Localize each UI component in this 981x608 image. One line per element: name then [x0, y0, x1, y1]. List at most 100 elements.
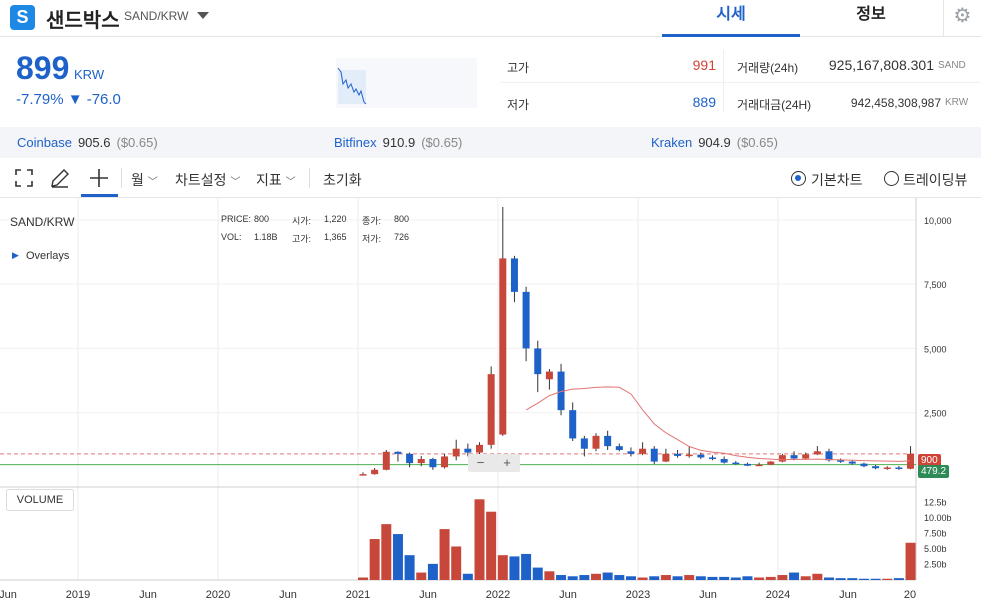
volume-bar	[893, 578, 904, 580]
volume-bar	[754, 577, 765, 580]
candle-body	[441, 456, 449, 468]
x-tick-label: Jun	[699, 589, 717, 601]
candle-body	[778, 455, 786, 462]
coin-select-chevron-down-icon[interactable]	[197, 12, 209, 19]
candle-body	[650, 448, 658, 462]
candle-body	[802, 454, 810, 459]
exchange-name: Coinbase	[17, 135, 72, 150]
volume-bar	[707, 576, 718, 580]
candle-body	[872, 466, 880, 469]
x-tick-label: 2021	[346, 589, 370, 601]
price-info-label: PRICE:	[221, 214, 252, 224]
tradingview-label[interactable]: 트레이딩뷰	[903, 172, 968, 188]
toolbar-divider	[309, 168, 310, 188]
period-select[interactable]: 월 ﹀	[131, 170, 158, 190]
high-value: 991	[692, 57, 716, 73]
volume-bar	[416, 572, 427, 580]
exchange-bitfinex[interactable]: Bitfinex 910.9 ($0.65)	[334, 135, 462, 150]
vol-info-value: 1.18B	[254, 232, 278, 242]
volume-toggle-button[interactable]: VOLUME	[6, 489, 74, 511]
crosshair-icon[interactable]	[87, 166, 111, 190]
candle-body	[464, 448, 472, 453]
candle-body	[825, 451, 833, 461]
volume-bar	[719, 576, 730, 580]
candle-body	[743, 463, 751, 466]
volume-bar	[614, 575, 625, 580]
chart-symbol: SAND/KRW	[10, 215, 75, 229]
close-info-label: 종가:	[362, 216, 382, 226]
zoom-in-button[interactable]: +	[503, 455, 511, 470]
tradingview-radio[interactable]	[884, 171, 899, 186]
gear-icon[interactable]: ⚙	[943, 0, 981, 37]
chevron-down-icon: ﹀	[147, 177, 158, 188]
volume-bar	[404, 555, 415, 580]
zoom-out-button[interactable]: −	[476, 455, 485, 470]
tab-info[interactable]: 정보	[856, 6, 886, 23]
x-tick-label: 2019	[66, 589, 90, 601]
period-label: 월	[131, 172, 144, 188]
indicators-menu[interactable]: 지표 ﹀	[256, 170, 296, 190]
candle-body	[732, 462, 740, 465]
coin-name: 샌드박스	[46, 10, 120, 32]
overlays-caret-icon[interactable]: ▶	[12, 250, 19, 260]
basic-chart-radio[interactable]	[791, 171, 806, 186]
exchange-usd: ($0.65)	[421, 135, 463, 150]
volume-bar	[544, 571, 555, 580]
chevron-down-icon: ﹀	[230, 177, 241, 188]
trade-amount-label: 거래대금(24H)	[737, 98, 812, 112]
y-tick-label: 5,000	[924, 344, 947, 354]
volume-bar	[521, 553, 532, 580]
header: S 샌드박스 SAND/KRW 시세 정보 ⚙	[0, 0, 981, 37]
volume-bar	[800, 576, 811, 580]
candle-body	[452, 448, 460, 457]
volume-tick-label: 2.50b	[924, 559, 947, 569]
fullscreen-icon[interactable]	[12, 166, 36, 190]
y-tick-label: 7,500	[924, 280, 947, 290]
volume-bar	[509, 556, 520, 580]
low-info-label: 저가:	[362, 234, 382, 244]
price-unit: KRW	[74, 67, 105, 82]
volume-bar	[882, 578, 893, 580]
exchange-usd: ($0.65)	[116, 135, 158, 150]
basic-chart-label[interactable]: 기본차트	[811, 172, 863, 188]
volume-bar	[625, 576, 636, 580]
candle-body	[639, 448, 647, 454]
exchange-coinbase[interactable]: Coinbase 905.6 ($0.65)	[17, 135, 158, 150]
candle-body	[580, 438, 588, 449]
candle-body	[697, 454, 705, 458]
candle-body	[557, 371, 565, 411]
exchange-kraken[interactable]: Kraken 904.9 ($0.65)	[651, 135, 778, 150]
candle-body	[499, 258, 507, 435]
candlestick-chart[interactable]: 10,000 7,500 5,000 2,500 12.5b 10.00b 7.50b 5.0…	[0, 198, 981, 608]
x-tick-label: Jun	[839, 589, 857, 601]
high-label: 고가	[507, 61, 530, 75]
trade-amount-value: 942,458,308,987	[850, 96, 941, 110]
candle-body	[394, 451, 402, 454]
x-tick-label: 20	[904, 589, 916, 601]
zoom-controls: − +	[468, 454, 520, 472]
exchange-name: Bitfinex	[334, 135, 377, 150]
candle-body	[522, 291, 530, 349]
reset-button[interactable]: 초기화	[323, 172, 362, 188]
close-info-value: 800	[394, 214, 410, 224]
pencil-icon[interactable]	[48, 166, 72, 190]
candle-body	[510, 258, 518, 292]
chart-settings-menu[interactable]: 차트설정 ﹀	[175, 170, 240, 190]
x-tick-label: Jun	[559, 589, 577, 601]
volume-bar	[672, 576, 683, 580]
overlays-toggle[interactable]: Overlays	[26, 250, 70, 262]
exchange-price-bar: Coinbase 905.6 ($0.65) Bitfinex 910.9 ($0.65…	[0, 127, 981, 158]
exchange-price: 904.9	[698, 135, 731, 150]
volume-bar	[474, 499, 485, 580]
candle-body	[592, 435, 600, 449]
volume-bar	[765, 576, 776, 580]
candle-body	[860, 463, 868, 467]
candle-body	[883, 467, 891, 469]
volume-bar	[369, 539, 380, 580]
candle-body	[406, 453, 414, 464]
sparkline-chart	[336, 58, 477, 108]
open-info-value: 1,220	[324, 214, 347, 224]
price-chart-area[interactable]: 10,000 7,500 5,000 2,500 12.5b 10.00b 7.50b 5.0…	[0, 198, 981, 608]
exchange-usd: ($0.65)	[736, 135, 778, 150]
tab-price[interactable]: 시세	[662, 0, 800, 37]
